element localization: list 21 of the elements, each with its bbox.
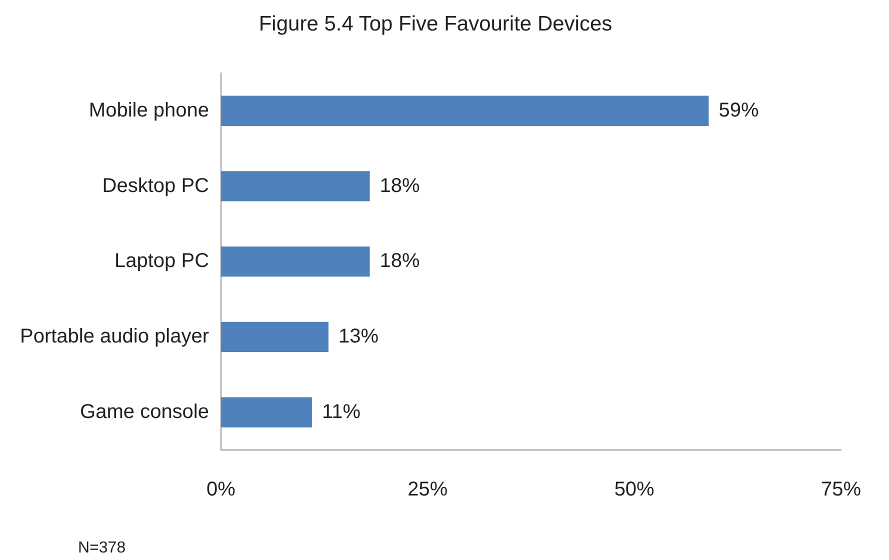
x-tick-label: 25% xyxy=(408,478,448,501)
bar xyxy=(221,246,370,277)
chart-title: Figure 5.4 Top Five Favourite Devices xyxy=(258,12,612,36)
data-label: 18% xyxy=(380,250,420,272)
data-label: 59% xyxy=(718,99,759,122)
text: N=378 xyxy=(78,539,126,556)
y-tick-label: Game console xyxy=(80,400,210,423)
x-tick-label: 50% xyxy=(614,478,655,501)
y-tick-label: Mobile phone xyxy=(88,99,210,122)
x-tick-label: 0% xyxy=(206,478,236,501)
bar xyxy=(221,96,709,126)
bar xyxy=(221,397,312,428)
y-tick-label: Desktop PC xyxy=(102,174,210,197)
bar xyxy=(221,171,370,202)
data-label: 11% xyxy=(322,400,361,423)
x-tick-label: 75% xyxy=(820,478,862,501)
data-label: 13% xyxy=(338,325,379,348)
y-tick-label: Portable audio player xyxy=(20,325,210,348)
y-tick-label: Laptop PC xyxy=(114,250,210,272)
data-label: 18% xyxy=(380,174,420,197)
bar xyxy=(221,322,328,352)
